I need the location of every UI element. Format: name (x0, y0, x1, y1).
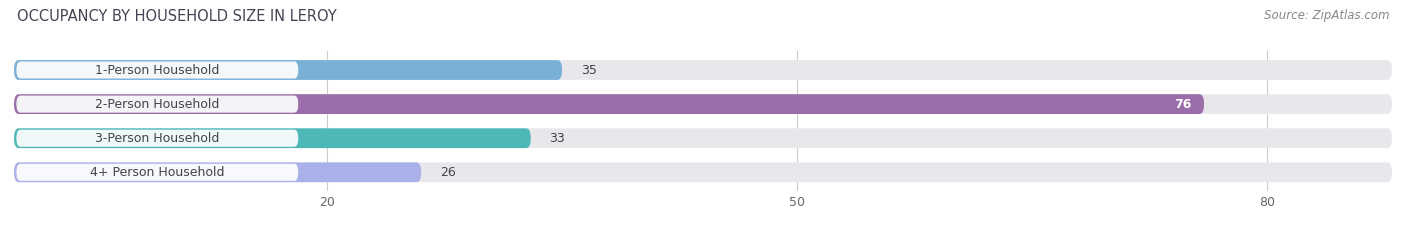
FancyBboxPatch shape (14, 162, 1392, 182)
FancyBboxPatch shape (14, 60, 1392, 80)
Text: 76: 76 (1174, 98, 1191, 111)
FancyBboxPatch shape (17, 164, 298, 181)
FancyBboxPatch shape (14, 128, 531, 148)
FancyBboxPatch shape (14, 162, 422, 182)
Text: 35: 35 (581, 64, 596, 76)
FancyBboxPatch shape (14, 60, 562, 80)
FancyBboxPatch shape (14, 94, 1392, 114)
FancyBboxPatch shape (14, 128, 1392, 148)
FancyBboxPatch shape (17, 130, 298, 147)
Text: 2-Person Household: 2-Person Household (96, 98, 219, 111)
FancyBboxPatch shape (17, 62, 298, 79)
Text: 4+ Person Household: 4+ Person Household (90, 166, 225, 179)
Text: OCCUPANCY BY HOUSEHOLD SIZE IN LEROY: OCCUPANCY BY HOUSEHOLD SIZE IN LEROY (17, 9, 336, 24)
Text: 26: 26 (440, 166, 456, 179)
Text: 1-Person Household: 1-Person Household (96, 64, 219, 76)
Text: 33: 33 (550, 132, 565, 145)
FancyBboxPatch shape (14, 94, 1204, 114)
FancyBboxPatch shape (17, 96, 298, 113)
Text: 3-Person Household: 3-Person Household (96, 132, 219, 145)
Text: Source: ZipAtlas.com: Source: ZipAtlas.com (1264, 9, 1389, 22)
